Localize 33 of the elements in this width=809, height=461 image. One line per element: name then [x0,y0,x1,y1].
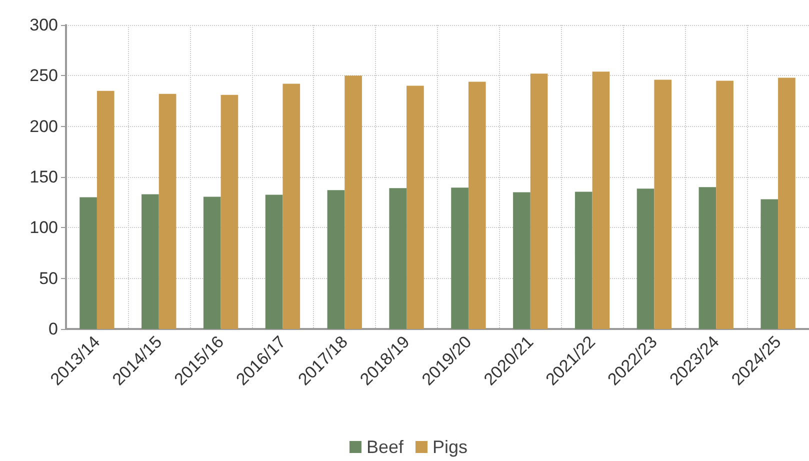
bar [142,194,159,329]
bar [389,188,407,329]
bar [654,80,672,329]
bar [203,196,221,329]
bar [80,197,97,329]
bar [778,78,796,329]
y-tick-label: 100 [30,218,58,238]
bar [698,187,716,329]
y-tick-label: 150 [30,168,58,186]
bar [468,82,486,329]
bar [760,199,778,329]
bar [636,188,654,329]
bar [451,188,468,329]
bar [158,94,176,329]
y-tick-label: 250 [30,66,58,86]
y-tick-label: 200 [30,116,58,136]
bar [96,90,114,329]
y-tick-label: 50 [39,268,58,288]
bar [282,84,300,329]
bar [265,194,283,329]
bar [574,192,592,329]
bar [344,76,362,329]
bar [513,192,530,329]
bar [220,94,238,329]
bar [530,74,548,329]
bar [716,80,734,329]
bar [592,72,610,329]
bar [327,190,345,329]
y-tick-label: 0 [48,320,58,338]
legend-label: Pigs [432,437,468,457]
y-tick-label: 300 [30,16,58,34]
bar [406,86,424,329]
legend-label: Beef [366,437,405,457]
